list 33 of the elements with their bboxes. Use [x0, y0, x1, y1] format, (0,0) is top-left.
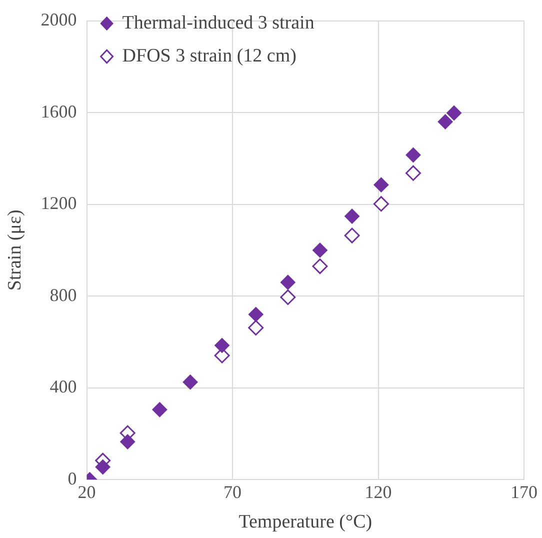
x-tick-label: 70 — [224, 482, 242, 502]
x-axis-title: Temperature (°C) — [238, 512, 372, 533]
x-tick-label: 20 — [78, 482, 96, 502]
point — [248, 320, 264, 336]
y-axis-title: Strain (με) — [4, 210, 26, 291]
point — [280, 274, 296, 290]
point — [95, 459, 110, 474]
point — [182, 374, 198, 390]
x-tick-label: 120 — [364, 482, 392, 502]
point — [214, 338, 230, 353]
point — [344, 208, 360, 224]
point — [406, 148, 421, 162]
point — [152, 402, 168, 418]
point — [405, 165, 421, 181]
point — [374, 177, 389, 192]
y-tick-label: 0 — [68, 468, 77, 488]
point — [248, 306, 264, 322]
point — [312, 258, 328, 274]
point — [312, 242, 328, 258]
point — [344, 228, 360, 244]
y-tick-label: 1200 — [40, 193, 77, 214]
point — [438, 114, 453, 130]
legend-label: Thermal-induced 3 strain — [122, 12, 315, 34]
point — [446, 106, 462, 121]
legend-label: DFOS 3 strain (12 cm) — [122, 45, 296, 66]
point — [120, 434, 136, 450]
y-tick-label: 400 — [50, 376, 77, 397]
y-tick-label: 2000 — [40, 10, 77, 30]
x-tick-label: 170 — [510, 482, 538, 502]
y-tick-label: 800 — [50, 284, 77, 305]
point — [373, 196, 389, 212]
y-tick-label: 1600 — [40, 101, 77, 122]
point — [280, 289, 296, 305]
